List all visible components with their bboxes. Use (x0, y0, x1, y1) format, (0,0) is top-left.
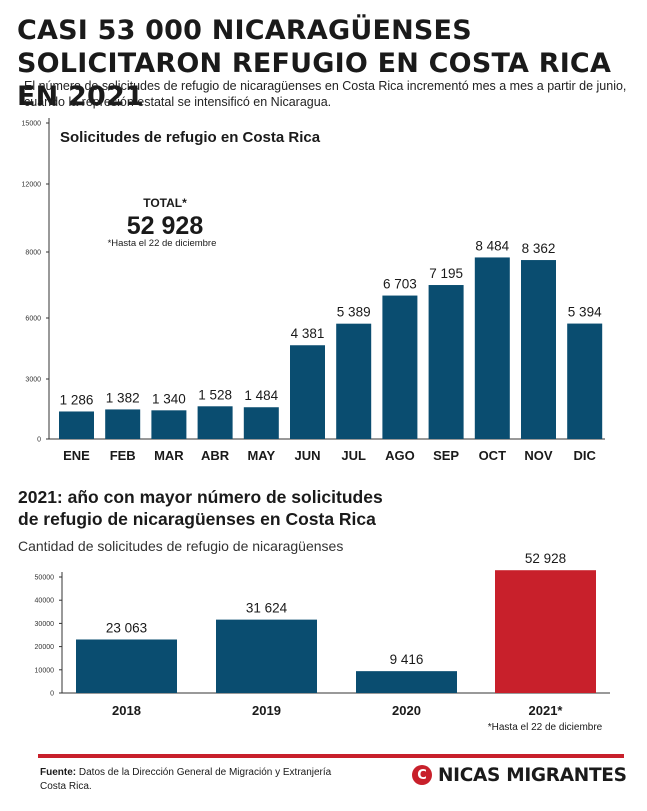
bar-value-label: 5 394 (568, 305, 602, 320)
source-note: Fuente: Datos de la Dirección General de… (40, 766, 340, 794)
bar-value-label: 8 362 (522, 241, 556, 256)
source-label: Fuente: (40, 767, 77, 778)
bar-2019 (216, 619, 317, 693)
y-tick-label: 20000 (35, 644, 55, 651)
bar-ago (382, 295, 418, 439)
bar-nov (521, 260, 556, 439)
y-tick-label: 10000 (35, 667, 55, 674)
chart-title: Solicitudes de refugio en Costa Rica (60, 129, 321, 146)
category-label: ABR (201, 448, 230, 463)
y-tick-label: 3000 (25, 377, 41, 384)
bar-jun (290, 345, 325, 439)
bar-value-label: 1 484 (244, 388, 278, 403)
category-label: FEB (110, 448, 136, 463)
total-label: TOTAL* (143, 196, 187, 210)
bar-value-label: 1 528 (198, 387, 232, 402)
y-tick-label: 12000 (22, 182, 42, 189)
bar-value-label: 1 286 (60, 392, 94, 407)
y-tick-label: 30000 (35, 621, 55, 628)
chart-title-line-1: 2021: año con mayor número de solicitude… (18, 487, 383, 507)
bar-dic (567, 323, 603, 439)
bar-abr (197, 406, 233, 439)
bar-value-label: 31 624 (246, 601, 288, 616)
y-tick-label: 0 (50, 691, 54, 698)
bar-2021 (495, 570, 596, 693)
chart-title-line-2: de refugio de nicaragüenses en Costa Ric… (18, 509, 376, 529)
bar-value-label: 5 389 (337, 305, 371, 320)
category-label: DIC (574, 448, 597, 463)
category-label: 2021* (529, 703, 564, 718)
category-label: 2018 (112, 703, 141, 718)
y-tick-label: 50000 (35, 575, 55, 582)
total-value: 52 928 (127, 212, 204, 240)
category-label: 2020 (392, 703, 421, 718)
bar-oct (474, 257, 510, 439)
bar-ene (59, 411, 94, 439)
bar-value-label: 1 340 (152, 391, 186, 406)
bar-mar (151, 410, 187, 439)
category-label: ENE (63, 448, 90, 463)
intro-text: El número de solicitudes de refugio de n… (24, 79, 627, 109)
bar-value-label: 7 195 (429, 266, 463, 281)
monthly-requests-chart: 0 3000 6000 8000 12000 15000 Solicitudes de re… (22, 118, 605, 463)
brand-logo: C NICAS MIGRANTES (412, 763, 627, 787)
bar-value-label: 6 703 (383, 277, 417, 292)
bar-value-label: 1 382 (106, 390, 140, 405)
category-label: JUN (294, 448, 320, 463)
bar-2020 (356, 671, 457, 693)
bar-jul (336, 323, 372, 439)
headline: CASI 53 000 NICARAGÜENSES SOLICITARON RE… (17, 15, 612, 112)
bar-value-label: 9 416 (390, 652, 424, 667)
bar-value-label: 4 381 (291, 326, 325, 341)
bar-may (243, 407, 279, 439)
category-label: AGO (385, 448, 415, 463)
chart-subtitle: Cantidad de solicitudes de refugio de ni… (18, 538, 343, 554)
category-label: SEP (433, 448, 459, 463)
bar-value-label: 23 063 (106, 620, 147, 635)
y-tick-label: 6000 (25, 316, 41, 323)
yearly-requests-chart: 2021: año con mayor número de solicitude… (18, 487, 610, 733)
bar-feb (105, 409, 141, 439)
bar-sep (428, 285, 464, 439)
category-label: 2019 (252, 703, 281, 718)
category-label: JUL (341, 448, 366, 463)
category-label: OCT (479, 448, 507, 463)
bar-value-label: 52 928 (525, 551, 566, 566)
y-tick-label: 8000 (25, 250, 41, 257)
footer-rule (38, 754, 624, 758)
bar-2018 (76, 639, 177, 693)
y-tick-label: 0 (37, 437, 41, 444)
source-text: Datos de la Dirección General de Migraci… (40, 767, 332, 792)
chart-footnote: *Hasta el 22 de diciembre (488, 722, 603, 733)
category-label: MAY (247, 448, 275, 463)
brand-name: NICAS MIGRANTES (438, 764, 627, 786)
y-tick-label: 40000 (35, 598, 55, 605)
total-note: *Hasta el 22 de diciembre (108, 238, 217, 249)
category-label: NOV (524, 448, 553, 463)
y-tick-label: 15000 (22, 121, 42, 128)
category-label: MAR (154, 448, 184, 463)
bar-value-label: 8 484 (475, 238, 509, 253)
brand-mark-icon: C (412, 765, 432, 785)
